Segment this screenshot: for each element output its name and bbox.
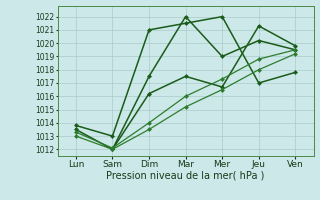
X-axis label: Pression niveau de la mer( hPa ): Pression niveau de la mer( hPa ) bbox=[107, 171, 265, 181]
